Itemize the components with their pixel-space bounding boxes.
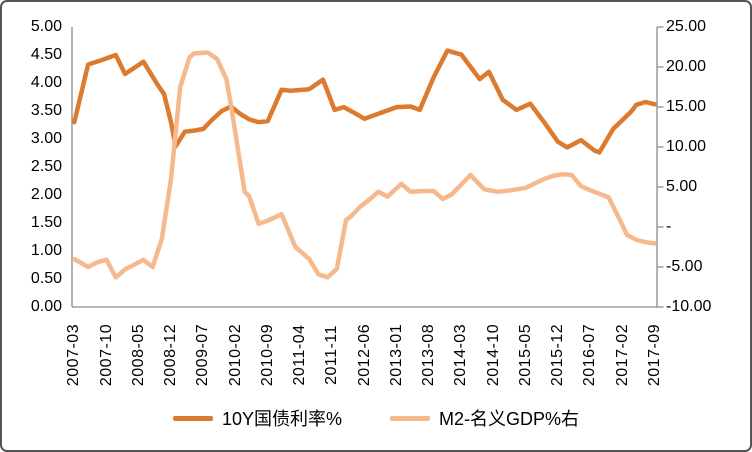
right-axis-tick-label: 5.00 — [666, 178, 698, 195]
x-axis-label: 2014-10 — [484, 323, 502, 387]
left-axis-tick-label: 0.50 — [30, 270, 62, 287]
legend-label-m2: M2-名义GDP%右 — [439, 409, 580, 429]
x-axis-label: 2008-12 — [162, 323, 179, 387]
right-axis-tick-label: 25.00 — [666, 18, 707, 35]
x-axis-label: 2013-08 — [420, 323, 437, 387]
legend-item-m2-gdp: M2-名义GDP%右 — [390, 405, 579, 431]
left-axis-tick-label: 1.00 — [30, 242, 62, 259]
x-axis-label: 2015-12 — [549, 323, 566, 387]
left-axis-tick-label: 3.50 — [30, 102, 62, 119]
left-axis-tick-label: 5.00 — [30, 18, 62, 35]
x-axis-label: 2013-01 — [387, 323, 405, 387]
x-axis-label: 2007-03 — [65, 323, 83, 387]
x-axis-label: 2010-02 — [226, 323, 244, 387]
right-axis-tick-label: 10.00 — [666, 138, 707, 155]
x-axis-label: 2011-04 — [291, 324, 308, 386]
right-axis-tick-label: - — [666, 218, 672, 235]
left-axis-tick-label: 2.00 — [30, 186, 62, 203]
legend-label-10y: 10Y国债利率% — [221, 409, 343, 429]
right-axis-tick-label: 15.00 — [666, 98, 707, 115]
legend-line-sample-10y — [172, 415, 213, 421]
left-axis-tick-label: 3.00 — [30, 130, 62, 147]
x-axis-label: 2017-09 — [645, 323, 663, 387]
right-axis-ticks — [657, 26, 664, 308]
x-axis-label: 2009-07 — [194, 323, 212, 387]
x-axis-label: 2010-09 — [258, 323, 276, 387]
left-axis-tick-label: 4.50 — [30, 46, 62, 63]
left-axis-tick-label: 1.50 — [30, 214, 62, 231]
x-axis-label: 2007-10 — [97, 323, 115, 387]
left-axis-tick-label: 4.00 — [30, 74, 62, 91]
series-line-1 — [72, 50, 657, 280]
legend-item-10y-yield: 10Y国债利率% — [172, 405, 343, 431]
x-axis-label: 2015-05 — [516, 323, 534, 387]
series-lines — [72, 48, 657, 280]
right-axis-tick-label: -5.00 — [666, 258, 703, 275]
x-axis-label: 2012-06 — [355, 323, 373, 387]
legend-line-sample-m2 — [390, 415, 431, 421]
right-axis-tick-label: -10.00 — [666, 298, 712, 315]
legend: 10Y国债利率% M2-名义GDP%右 — [2, 403, 750, 433]
x-axis-label: 2014-03 — [452, 323, 470, 387]
right-axis-tick-label: 20.00 — [666, 58, 707, 75]
left-axis-tick-label: 2.50 — [30, 158, 62, 175]
x-axis-label: 2017-02 — [613, 323, 631, 387]
left-axis-tick-label: 0.00 — [30, 298, 62, 315]
x-axis-label: 2016-07 — [581, 323, 599, 387]
x-axis-label: 2011-11 — [323, 325, 341, 385]
series-line-0 — [72, 48, 657, 155]
x-axis-label: 2008-05 — [129, 323, 147, 387]
